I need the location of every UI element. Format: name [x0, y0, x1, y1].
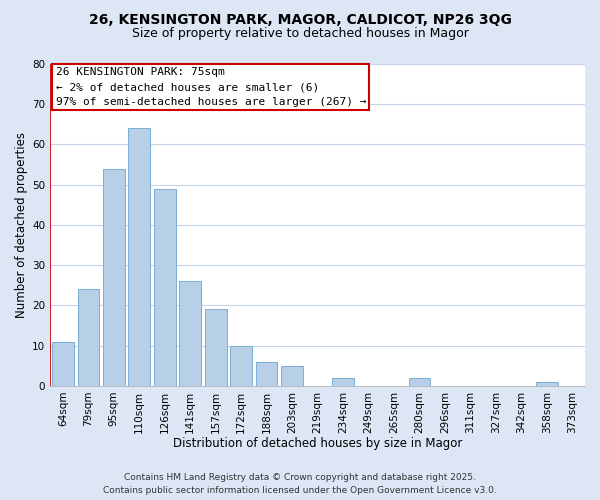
Bar [205, 310, 227, 386]
Bar [179, 281, 201, 386]
Text: Size of property relative to detached houses in Magor: Size of property relative to detached ho… [131, 28, 469, 40]
X-axis label: Distribution of detached houses by size in Magor: Distribution of detached houses by size … [173, 437, 462, 450]
Y-axis label: Number of detached properties: Number of detached properties [15, 132, 28, 318]
Bar [536, 382, 557, 386]
Text: Contains HM Land Registry data © Crown copyright and database right 2025.
Contai: Contains HM Land Registry data © Crown c… [103, 474, 497, 495]
Bar [409, 378, 430, 386]
Bar [256, 362, 277, 386]
Bar [332, 378, 354, 386]
Text: 26, KENSINGTON PARK, MAGOR, CALDICOT, NP26 3QG: 26, KENSINGTON PARK, MAGOR, CALDICOT, NP… [89, 12, 511, 26]
Bar [230, 346, 252, 386]
Bar [281, 366, 303, 386]
Bar [103, 168, 125, 386]
Text: 26 KENSINGTON PARK: 75sqm
← 2% of detached houses are smaller (6)
97% of semi-de: 26 KENSINGTON PARK: 75sqm ← 2% of detach… [56, 67, 366, 107]
Bar [154, 188, 176, 386]
Bar [77, 290, 99, 386]
Bar [52, 342, 74, 386]
Bar [128, 128, 150, 386]
